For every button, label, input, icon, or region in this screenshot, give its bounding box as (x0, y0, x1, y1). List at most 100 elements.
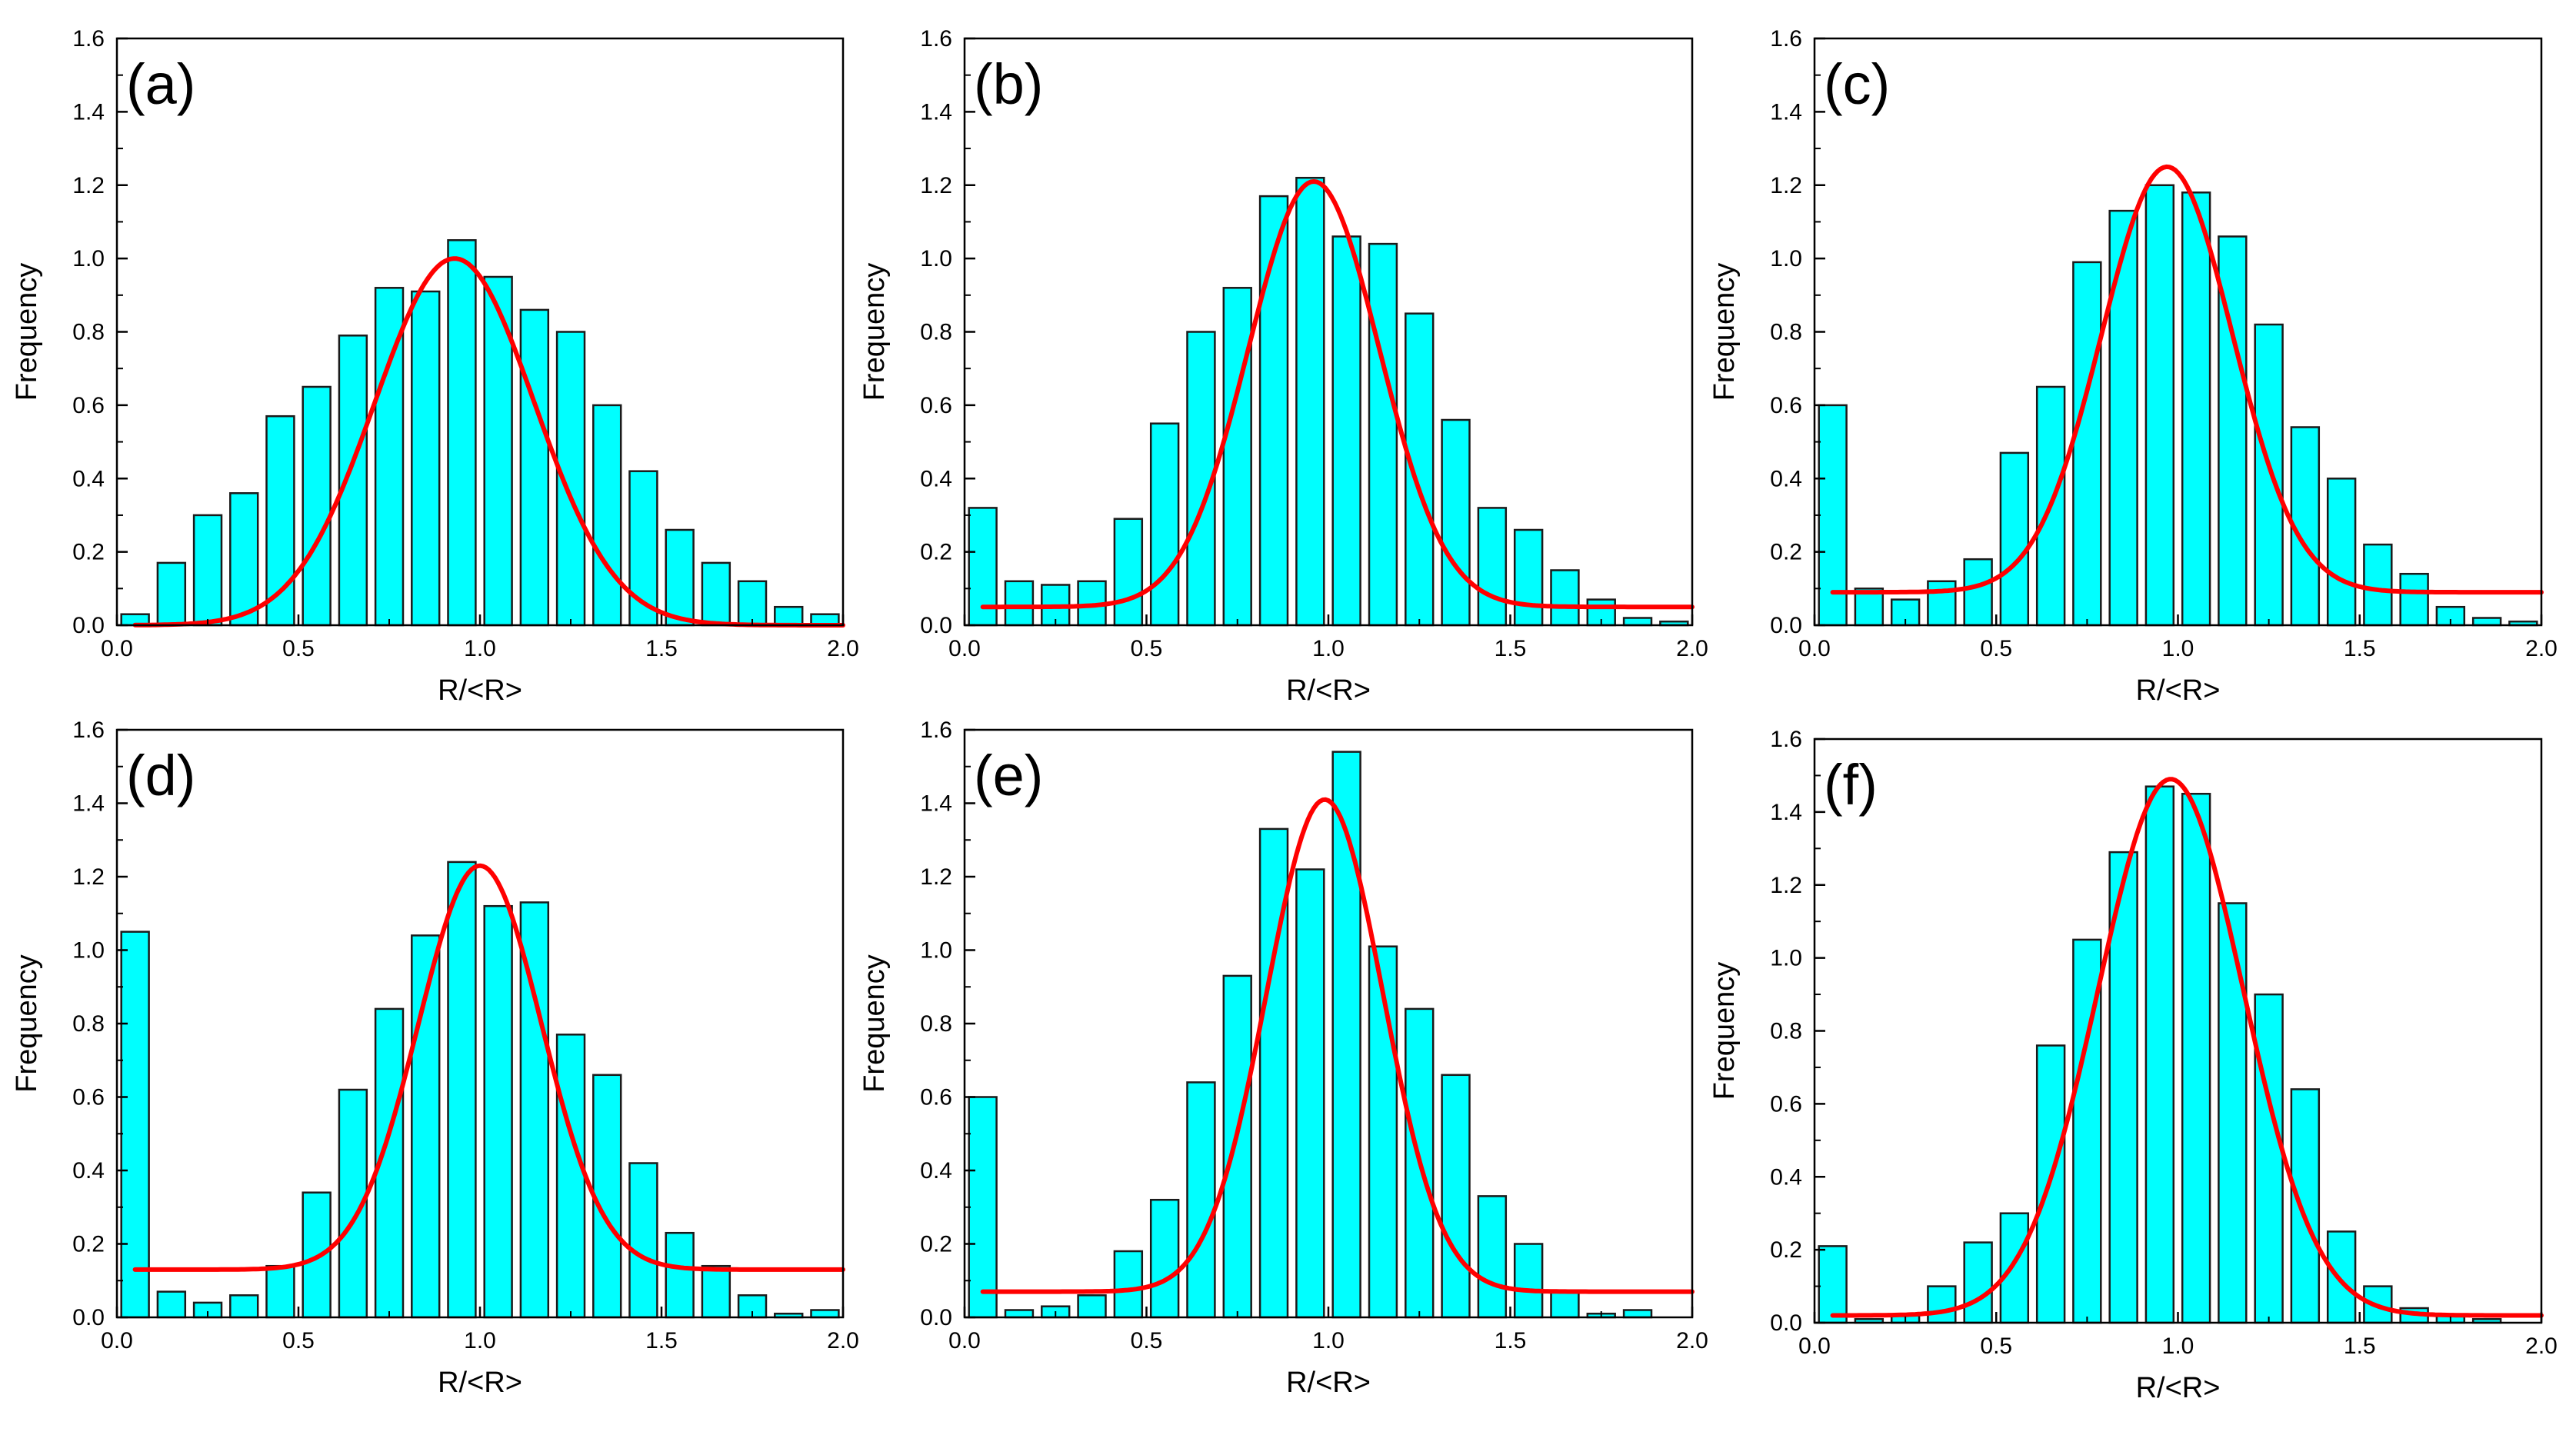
x-tick-label: 1.0 (2162, 636, 2194, 661)
plot-frame (115, 37, 845, 627)
y-tick-label: 0.8 (920, 1011, 952, 1037)
y-tick-label: 1.2 (1770, 873, 1802, 898)
histogram-bar (1077, 1294, 1107, 1319)
x-tick-label: 1.0 (464, 636, 496, 661)
histogram-bar (968, 1096, 998, 1319)
x-tick-label: 1.5 (645, 1328, 678, 1353)
histogram-bar (229, 1294, 259, 1319)
y-tick-label: 1.4 (1770, 99, 1802, 125)
histogram-bar (737, 580, 768, 627)
y-tick-label: 0.6 (920, 1085, 952, 1110)
histogram-bar (1295, 868, 1325, 1319)
x-tick-label: 0.5 (1131, 636, 1163, 661)
histogram-bar (2072, 261, 2102, 627)
x-tick-label: 1.5 (2344, 636, 2376, 661)
y-axis-title: Frequency (858, 263, 891, 401)
x-tick-label: 0.5 (1980, 1333, 2012, 1359)
histogram-bar (1513, 1243, 1544, 1319)
x-tick-label: 1.5 (1495, 1328, 1527, 1353)
x-tick-label: 0.0 (101, 636, 133, 661)
x-axis-title: R/<R> (1286, 1367, 1371, 1399)
x-tick-label: 0.5 (1980, 636, 2012, 661)
y-tick-label: 1.0 (920, 938, 952, 964)
x-axis-title: R/<R> (2136, 1372, 2221, 1404)
histogram-bar (2363, 543, 2393, 627)
y-tick-label: 0.4 (920, 1158, 952, 1184)
y-tick-label: 1.2 (920, 173, 952, 198)
y-tick-label: 0.8 (72, 320, 105, 345)
y-tick-label: 1.4 (72, 791, 105, 817)
histogram-bar (1622, 1309, 1653, 1319)
x-tick-label: 0.5 (282, 636, 315, 661)
gaussian-fit-curve (1830, 777, 2544, 1318)
x-tick-label: 0.0 (1798, 1333, 1831, 1359)
histogram-bar (1441, 1074, 1471, 1319)
y-tick-label: 1.6 (920, 26, 952, 52)
y-axis-title: Frequency (858, 954, 891, 1093)
gaussian-fit-curve (132, 256, 845, 628)
panel-e: 0.0 0.5 1.0 1.5 2.0 0.0 0.2 0.4 0.6 0.8 1.0 1.2 1.4 1… (858, 718, 1708, 1399)
histogram-bar (1331, 751, 1361, 1319)
y-tick-label: 0.2 (72, 1232, 105, 1257)
histogram-bar (1927, 1285, 1957, 1324)
histogram-bar (120, 931, 150, 1319)
histogram-bar (302, 385, 332, 627)
panel-c: 0.0 0.5 1.0 1.5 2.0 0.0 0.2 0.4 0.6 0.8 1.0 1.2 1.4 1… (1708, 26, 2558, 707)
y-tick-label: 0.2 (920, 540, 952, 565)
y-axis-title: Frequency (11, 263, 43, 401)
y-tick-label: 1.6 (72, 718, 105, 743)
y-tick-label: 1.0 (1770, 946, 1802, 971)
y-tick-label: 1.4 (72, 99, 105, 125)
histogram-bar (1513, 528, 1544, 627)
histogram-bar (1368, 242, 1398, 627)
histogram-bar (338, 1088, 368, 1319)
y-tick-label: 0.2 (1770, 1237, 1802, 1263)
x-tick-label: 1.0 (1312, 1328, 1345, 1353)
y-tick-label: 0.0 (72, 1305, 105, 1330)
histogram-bar (1927, 580, 1957, 627)
histogram-bar (156, 561, 187, 627)
histogram-bar (1963, 558, 1993, 627)
histogram-bar (2399, 572, 2429, 627)
histogram-bar (447, 239, 477, 627)
histogram-bar (1222, 974, 1252, 1319)
y-axis-title: Frequency (1708, 263, 1741, 401)
x-tick-label: 1.5 (2344, 1333, 2376, 1359)
y-tick-label: 0.8 (1770, 1019, 1802, 1044)
y-tick-label: 1.4 (1770, 800, 1802, 825)
histogram-bar (2290, 1088, 2321, 1324)
x-tick-label: 2.0 (827, 1328, 859, 1353)
histogram-bar (1368, 945, 1398, 1319)
y-axis-title: Frequency (11, 954, 43, 1093)
y-tick-label: 0.6 (72, 1085, 105, 1110)
histogram-bar (701, 561, 731, 627)
plot-frame (115, 728, 845, 1319)
plot-frame (963, 37, 1694, 627)
gaussian-fit-curve (1830, 164, 2544, 595)
x-tick-label: 0.0 (948, 1328, 981, 1353)
histogram-bar (1818, 404, 1848, 627)
histogram-bar (774, 605, 804, 627)
x-tick-label: 1.0 (2162, 1333, 2194, 1359)
histogram-bar (1331, 235, 1361, 627)
histogram-bar (1854, 588, 1885, 627)
histogram-bar (2181, 792, 2211, 1324)
gaussian-fit-curve (980, 179, 1695, 610)
y-tick-label: 1.4 (920, 791, 952, 817)
y-tick-label: 1.0 (920, 246, 952, 271)
histogram-bar (555, 1034, 586, 1319)
histogram-bar (1550, 569, 1580, 627)
histogram-bar (1004, 1309, 1035, 1319)
y-tick-label: 0.2 (920, 1232, 952, 1257)
y-tick-label: 0.0 (1770, 613, 1802, 638)
y-tick-label: 0.6 (1770, 1091, 1802, 1117)
y-tick-label: 0.4 (1770, 1164, 1802, 1190)
y-tick-label: 1.6 (72, 26, 105, 52)
y-tick-label: 0.0 (72, 613, 105, 638)
histogram-bar (1477, 507, 1508, 627)
x-axis-title: R/<R> (2136, 674, 2221, 707)
histogram-bar (2144, 184, 2175, 627)
histogram-bar (2326, 478, 2357, 627)
y-tick-label: 0.0 (920, 1305, 952, 1330)
histogram-bar (665, 1231, 695, 1319)
